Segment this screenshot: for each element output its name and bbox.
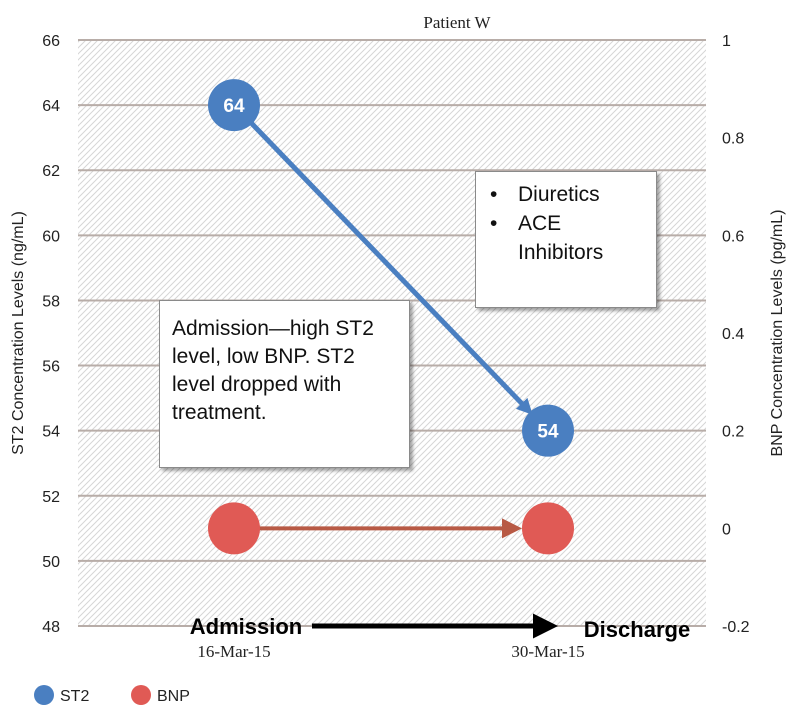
st2-point-discharge	[522, 404, 574, 457]
treatment-list: Diuretics ACE Inhibitors	[488, 180, 646, 267]
y-axis-left-tick-label: 66	[42, 33, 60, 50]
st2-series-line	[247, 119, 533, 415]
legend-st2-label: ST2	[60, 688, 89, 705]
chart-title: Patient W	[423, 13, 491, 32]
y-axis-right-tick-label: 0.2	[722, 424, 744, 441]
y-axis-left-tick-label: 52	[42, 489, 60, 506]
y-axis-left-tick-label: 62	[42, 163, 60, 180]
bnp-point-admission	[208, 502, 260, 555]
legend-bnp-label: BNP	[157, 688, 190, 705]
treatment-item: Diuretics	[488, 180, 646, 209]
st2-point-admission	[208, 79, 260, 132]
y-axis-right-tick-labels: -0.2 0 0.2 0.4 0.6 0.8 1	[722, 33, 750, 636]
legend: ST2 BNP	[34, 685, 190, 705]
timeline-start-label: Admission	[190, 614, 302, 639]
bnp-point-discharge	[522, 502, 574, 555]
y-axis-right-tick-label: -0.2	[722, 619, 750, 636]
y-axis-right-tick-label: 1	[722, 33, 731, 50]
legend-st2-marker	[34, 685, 54, 705]
st2-data-label-admission: 64	[223, 96, 245, 117]
y-axis-left-tick-label: 48	[42, 619, 60, 636]
y-axis-left-tick-label: 58	[42, 293, 60, 310]
y-axis-right-tick-label: 0	[722, 521, 731, 538]
y-axis-left-tick-label: 60	[42, 228, 60, 245]
treatment-item: ACE Inhibitors	[488, 209, 646, 267]
x-category-label-admission: 16-Mar-15	[197, 642, 270, 661]
st2-data-label-discharge: 54	[537, 422, 559, 443]
y-axis-right-label: BNP Concentration Levels (pg/mL)	[769, 210, 786, 457]
y-axis-right-tick-label: 0.8	[722, 131, 744, 148]
y-axis-left-tick-labels: 48 50 52 54 56 58 60 62 64 66	[42, 33, 60, 636]
y-axis-left-tick-label: 64	[42, 98, 60, 115]
y-axis-left-tick-label: 56	[42, 359, 60, 376]
annotation-admission-text: Admission—high ST2 level, low BNP. ST2 l…	[172, 317, 374, 424]
legend-bnp-marker	[131, 685, 151, 705]
x-category-label-discharge: 30-Mar-15	[511, 642, 584, 661]
y-axis-right-tick-label: 0.6	[722, 228, 744, 245]
y-axis-left-label: ST2 Concentration Levels (ng/mL)	[10, 211, 27, 455]
y-axis-right-tick-label: 0.4	[722, 326, 744, 343]
y-axis-left-tick-label: 54	[42, 424, 60, 441]
y-axis-left-tick-label: 50	[42, 554, 60, 571]
annotation-treatment-list: Diuretics ACE Inhibitors	[475, 171, 657, 308]
annotation-admission-note: Admission—high ST2 level, low BNP. ST2 l…	[159, 300, 410, 468]
timeline-end-label: Discharge	[584, 617, 690, 642]
